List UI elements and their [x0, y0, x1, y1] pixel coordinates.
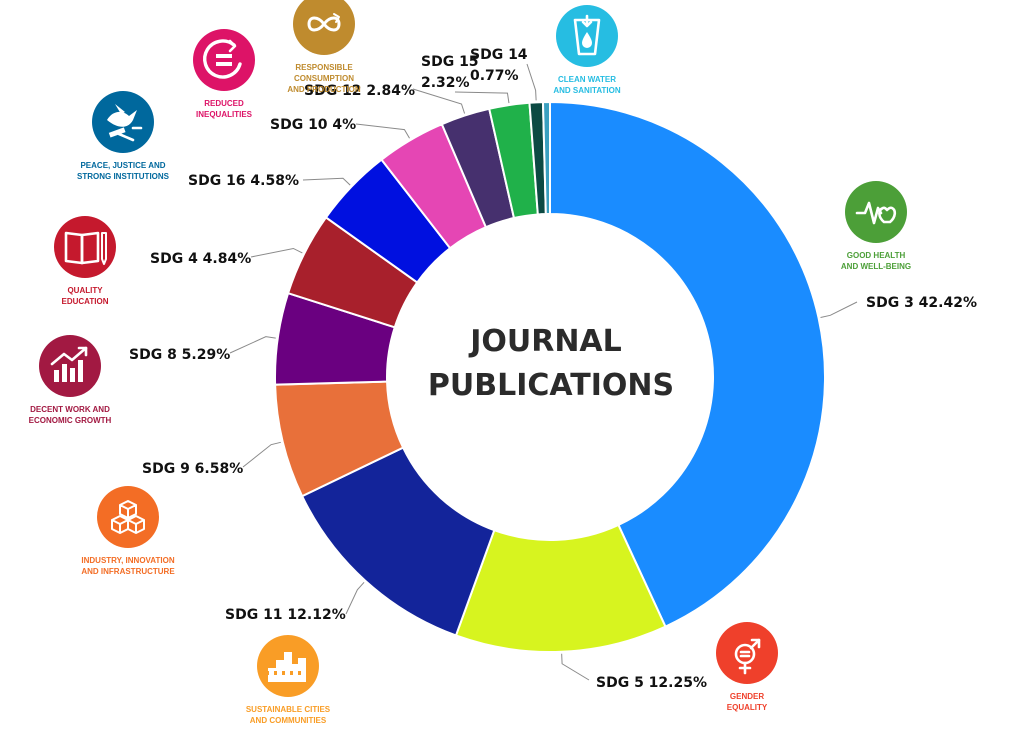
- goal-icon-sdg8: DECENT WORK AND ECONOMIC GROWTH: [29, 335, 112, 425]
- chart-title-line-2: PUBLICATIONS: [428, 368, 674, 403]
- goal-icon-sdg6: CLEAN WATER AND SANITATION: [553, 5, 621, 95]
- goal-caption-sdg11-line-1: SUSTAINABLE CITIES: [246, 705, 331, 714]
- slice-label-sdg11: SDG 11 12.12%: [225, 607, 346, 623]
- slice-label-sdg9: SDG 9 6.58%: [142, 461, 243, 477]
- leader-line-sdg3: [820, 301, 858, 318]
- goal-icon-sdg3: GOOD HEALTH AND WELL-BEING: [841, 181, 911, 271]
- goal-caption-sdg10-line-1: REDUCED: [204, 99, 244, 108]
- goal-caption-sdg12-line-2: CONSUMPTION: [294, 74, 354, 83]
- infinity-loop-icon-glyph: [307, 13, 341, 32]
- slice-label-sdg15-line-1: SDG 15: [421, 54, 479, 70]
- leader-line-sdg14: [526, 63, 537, 101]
- slice-labels: SDG 3 42.42% SDG 5 12.25% SDG 11 12.12% SDG…: [129, 47, 977, 691]
- leader-line-sdg5: [561, 653, 590, 681]
- goal-icon-sdg9: INDUSTRY, INNOVATION AND INFRASTRUCTURE: [81, 486, 175, 576]
- slice-label-sdg5: SDG 5 12.25%: [596, 675, 707, 691]
- goal-caption-sdg6-line-1: CLEAN WATER: [558, 75, 616, 84]
- goal-caption-sdg8-line-1: DECENT WORK AND: [30, 405, 110, 414]
- slice-sdg6: [541, 100, 551, 216]
- slice-label-sdg15-line-2: 2.32%: [421, 75, 470, 91]
- cubes-icon-glyph: [111, 500, 145, 534]
- goal-caption-sdg4-line-2: EDUCATION: [62, 297, 109, 306]
- goal-caption-sdg4-line-1: QUALITY: [67, 286, 103, 295]
- goal-caption-sdg12-line-1: RESPONSIBLE: [295, 63, 353, 72]
- goal-caption-sdg11-line-2: AND COMMUNITIES: [250, 716, 327, 725]
- gender-symbol-icon-glyph: [734, 638, 761, 675]
- goal-icon-sdg5: GENDER EQUALITY: [716, 622, 778, 712]
- goal-icon-sdg12: RESPONSIBLE CONSUMPTION AND PRODUCTION: [287, 0, 361, 94]
- leader-line-sdg8: [229, 336, 276, 354]
- goal-caption-sdg6-line-2: AND SANITATION: [553, 86, 620, 95]
- book-pencil-icon-glyph: [64, 231, 107, 265]
- goal-caption-sdg16-line-1: PEACE, JUSTICE AND: [80, 161, 165, 170]
- donut-slices: [274, 100, 826, 653]
- leader-line-sdg4: [250, 247, 303, 258]
- sdg-goal-icons: GOOD HEALTH AND WELL-BEING GENDER EQUALITY S…: [29, 0, 911, 725]
- goal-caption-sdg3-line-1: GOOD HEALTH: [847, 251, 906, 260]
- equality-icon-glyph: [203, 39, 242, 79]
- leader-line-sdg12: [412, 88, 466, 114]
- slice-label-sdg14-line-2: 0.77%: [470, 68, 519, 84]
- goal-caption-sdg8-line-2: ECONOMIC GROWTH: [29, 416, 112, 425]
- growth-chart-icon-glyph: [50, 346, 88, 382]
- leader-line-sdg9: [242, 441, 281, 468]
- goal-icon-sdg4: QUALITY EDUCATION: [54, 216, 116, 306]
- equality-icon: [193, 29, 255, 91]
- goal-caption-sdg9-line-1: INDUSTRY, INNOVATION: [81, 556, 174, 565]
- slice-sdg3: [549, 100, 826, 628]
- goal-caption-sdg16-line-2: STRONG INSTITUTIONS: [77, 172, 170, 181]
- chart-title-line-1: JOURNAL: [468, 324, 622, 359]
- slice-label-sdg12: SDG 12 2.84%: [304, 83, 415, 99]
- heartbeat-icon-glyph: [855, 201, 897, 225]
- leader-line-sdg15: [454, 91, 510, 104]
- slice-label-sdg10: SDG 10 4%: [270, 117, 356, 133]
- chart-title: JOURNAL PUBLICATIONS: [428, 324, 674, 403]
- city-buildings-icon-glyph: [266, 652, 306, 682]
- infinity-loop-icon: [293, 0, 355, 55]
- goal-icon-sdg11: SUSTAINABLE CITIES AND COMMUNITIES: [246, 635, 331, 725]
- slice-label-sdg14-line-1: SDG 14: [470, 47, 528, 63]
- label-leader-lines: [229, 63, 858, 681]
- goal-caption-sdg10-line-2: INEQUALITIES: [196, 110, 253, 119]
- growth-chart-icon: [39, 335, 101, 397]
- goal-icon-sdg10: REDUCED INEQUALITIES: [193, 29, 255, 119]
- goal-icon-sdg16: PEACE, JUSTICE AND STRONG INSTITUTIONS: [77, 91, 170, 181]
- leader-line-sdg11: [345, 581, 365, 615]
- goal-caption-sdg12-line-3: AND PRODUCTION: [287, 85, 361, 94]
- goal-caption-sdg9-line-2: AND INFRASTRUCTURE: [81, 567, 175, 576]
- slice-label-sdg4: SDG 4 4.84%: [150, 251, 251, 267]
- goal-caption-sdg3-line-2: AND WELL-BEING: [841, 262, 911, 271]
- leader-line-sdg10: [355, 123, 410, 139]
- slice-label-sdg16: SDG 16 4.58%: [188, 173, 299, 189]
- goal-caption-sdg5-line-2: EQUALITY: [727, 703, 768, 712]
- goal-caption-sdg5-line-1: GENDER: [730, 692, 764, 701]
- water-glass-icon-glyph: [573, 14, 601, 56]
- slice-label-sdg8: SDG 8 5.29%: [129, 347, 230, 363]
- slice-label-sdg3: SDG 3 42.42%: [866, 295, 977, 311]
- leader-line-sdg16: [302, 177, 351, 186]
- dove-gavel-icon-glyph: [107, 104, 143, 142]
